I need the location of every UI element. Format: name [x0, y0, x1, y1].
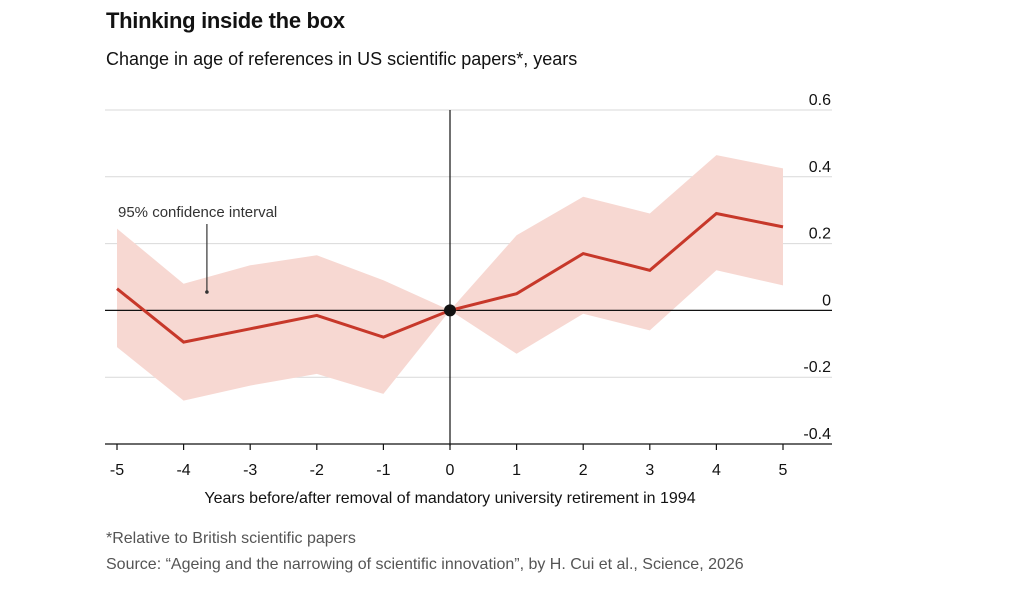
x-tick-label: -4 — [176, 462, 190, 479]
x-tick-label: -2 — [310, 462, 324, 479]
origin-marker — [444, 304, 456, 317]
x-tick-label: 1 — [512, 462, 521, 479]
y-tick-labels: 0.6 0.4 0.2 0 -0.2 -0.4 — [803, 92, 831, 443]
x-tick-label: 0 — [446, 462, 455, 479]
axes — [105, 110, 832, 450]
x-tick-label: 2 — [579, 462, 588, 479]
y-tick-label: 0 — [822, 292, 831, 309]
chart-subtitle: Change in age of references in US scient… — [106, 49, 578, 69]
annotation-dot — [205, 290, 209, 294]
x-tick-label: 3 — [645, 462, 654, 479]
x-tick-label: -5 — [110, 462, 124, 479]
y-tick-label: -0.4 — [803, 426, 831, 443]
line-chart: 95% confidence interval 0.6 0.4 0.2 0 -0.2 -0… — [105, 92, 832, 507]
x-tick-labels: -5 -4 -3 -2 -1 0 1 2 3 4 5 — [110, 462, 788, 479]
footnote: *Relative to British scientific papers — [106, 530, 356, 547]
y-tick-label: 0.4 — [809, 159, 831, 176]
y-tick-label: 0.6 — [809, 92, 831, 109]
annotation-label: 95% confidence interval — [118, 204, 277, 221]
x-tick-label: -3 — [243, 462, 257, 479]
y-tick-label: 0.2 — [809, 226, 831, 243]
x-axis-label: Years before/after removal of mandatory … — [204, 490, 695, 507]
x-tick-label: 5 — [779, 462, 788, 479]
annotation: 95% confidence interval — [118, 204, 277, 294]
source-note: Source: “Ageing and the narrowing of sci… — [106, 556, 744, 573]
x-tick-label: 4 — [712, 462, 721, 479]
chart-title: Thinking inside the box — [106, 8, 345, 33]
y-tick-label: -0.2 — [803, 359, 831, 376]
x-tick-label: -1 — [376, 462, 390, 479]
confidence-band — [117, 155, 783, 401]
